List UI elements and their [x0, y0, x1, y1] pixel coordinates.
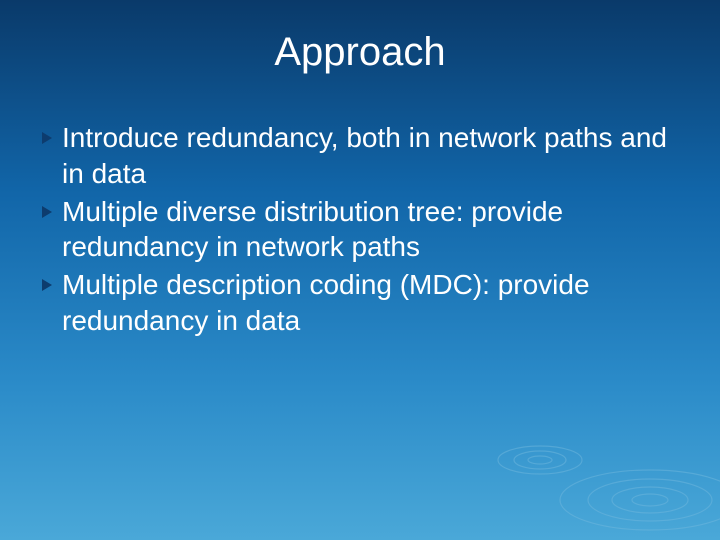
chevron-right-icon — [40, 130, 56, 146]
ripple-decoration — [420, 360, 720, 540]
slide: Approach Introduce redundancy, both in n… — [0, 0, 720, 540]
chevron-right-icon — [40, 277, 56, 293]
list-item: Introduce redundancy, both in network pa… — [40, 120, 680, 192]
chevron-right-icon — [40, 204, 56, 220]
list-item: Multiple description coding (MDC): provi… — [40, 267, 680, 339]
bullet-text: Multiple diverse distribution tree: prov… — [62, 194, 680, 266]
bullet-list: Introduce redundancy, both in network pa… — [40, 120, 680, 341]
list-item: Multiple diverse distribution tree: prov… — [40, 194, 680, 266]
bullet-text: Multiple description coding (MDC): provi… — [62, 267, 680, 339]
slide-title: Approach — [0, 30, 720, 75]
bullet-text: Introduce redundancy, both in network pa… — [62, 120, 680, 192]
